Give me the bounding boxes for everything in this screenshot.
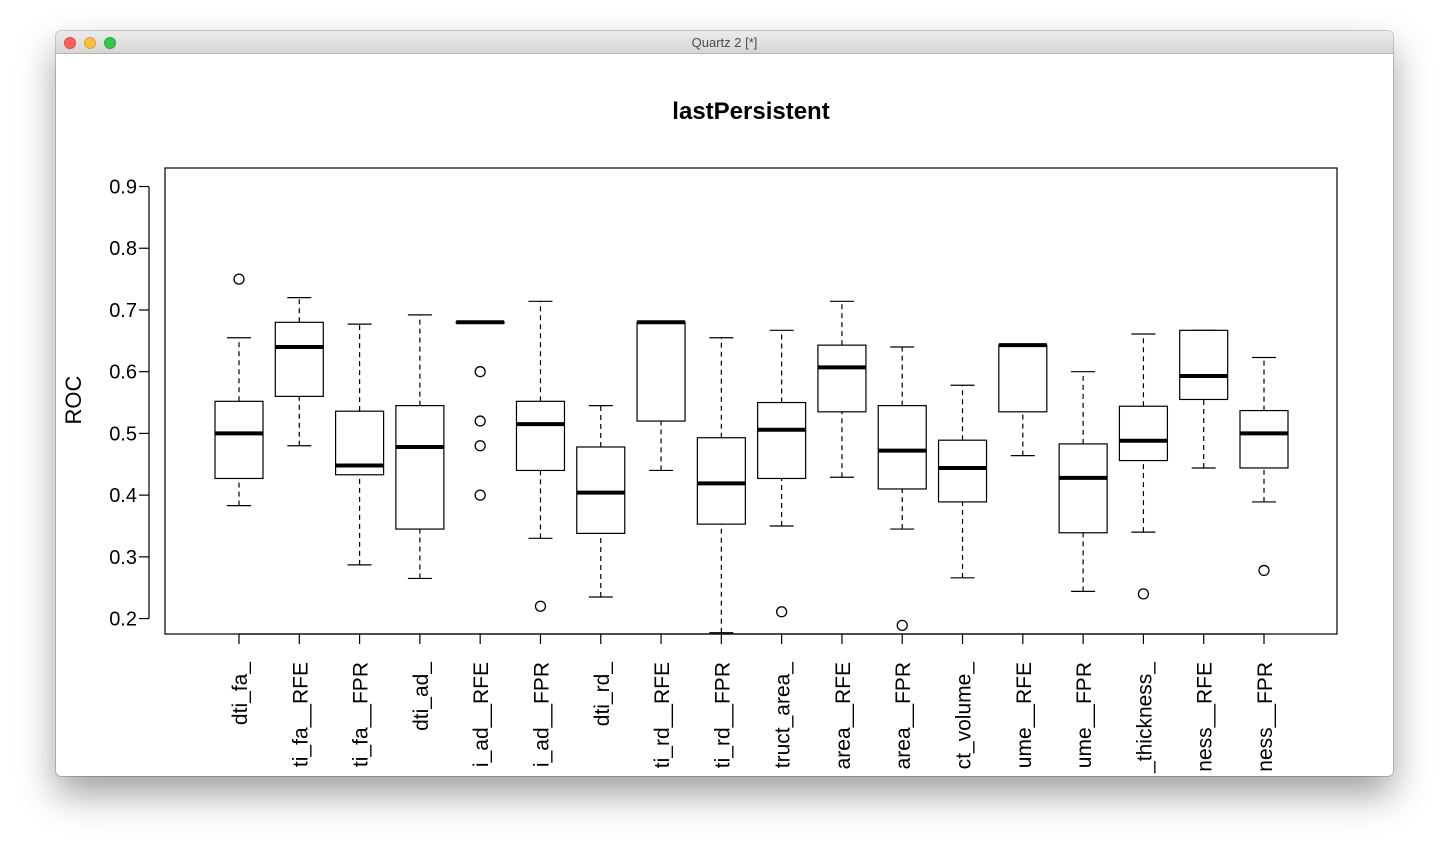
outlier-point — [233, 273, 245, 285]
box-group — [395, 314, 445, 580]
roc-boxplot-chart: lastPersistent ROC 0.2 0.3 0.4 0.5 0.6 0.7 0.8… — [61, 98, 1338, 774]
x-tick-label: _thickness_ — [1133, 662, 1156, 774]
box-group — [334, 323, 385, 566]
iqr-box — [1118, 405, 1169, 462]
x-tick-label: i_ad__FPR — [530, 662, 553, 767]
outlier-point — [1137, 588, 1150, 600]
x-tick-label: ti_fa__RFE — [289, 662, 312, 767]
chart-title: lastPersistent — [672, 98, 829, 125]
iqr-box — [1239, 409, 1289, 469]
y-tick-label: 0.6 — [109, 362, 137, 384]
y-tick-label: 0.7 — [109, 300, 137, 322]
x-tick-label: area__FPR — [892, 662, 915, 769]
iqr-box — [1058, 443, 1108, 534]
y-tick-label: 0.4 — [109, 485, 137, 507]
y-tick-label: 0.3 — [109, 547, 137, 569]
outlier-point — [775, 606, 788, 618]
iqr-box — [937, 439, 988, 503]
iqr-box — [998, 344, 1048, 413]
iqr-box — [757, 401, 807, 480]
outlier-point — [896, 619, 908, 632]
box-group — [937, 384, 988, 579]
x-tick-label: dti_fa_ — [229, 662, 252, 725]
iqr-box — [696, 437, 746, 525]
iqr-box — [214, 400, 264, 480]
x-tick-label: dti_ad_ — [410, 662, 433, 731]
x-tick-label: ume__FPR — [1073, 662, 1096, 768]
outlier-point — [1258, 564, 1270, 577]
y-axis-label: ROC — [61, 375, 86, 424]
box-group — [576, 405, 626, 598]
window-title: Quartz 2 [*] — [691, 35, 758, 50]
outlier-point — [474, 489, 486, 501]
box-group — [877, 346, 927, 632]
box-group — [1239, 356, 1289, 577]
x-tick-label: truct_area_ — [772, 662, 795, 769]
y-tick-label: 0.8 — [109, 238, 137, 260]
outlier-point — [474, 415, 486, 427]
outlier-point — [474, 366, 486, 378]
minimize-window-button[interactable] — [84, 37, 96, 49]
iqr-box — [1179, 329, 1229, 401]
box-group — [696, 337, 746, 634]
iqr-box — [877, 405, 927, 490]
x-tick-label: ct_volume_ — [953, 662, 976, 770]
iqr-box — [515, 400, 566, 472]
x-tick-label: area__RFE — [832, 662, 855, 769]
outlier-point — [534, 600, 547, 612]
y-axis: 0.2 0.3 0.4 0.5 0.6 0.7 0.8 0.9 — [109, 177, 150, 631]
box-group — [455, 320, 505, 501]
boxplot-series — [214, 273, 1289, 634]
x-tick-label: ti_rd__FPR — [711, 662, 734, 768]
box-group — [636, 320, 686, 472]
y-tick-label: 0.2 — [109, 609, 137, 631]
iqr-box — [395, 405, 445, 530]
quartz-window: Quartz 2 [*] lastPersistent ROC 0.2 0.3 0.… — [56, 31, 1393, 776]
x-tick-label: ti_fa__FPR — [350, 662, 373, 767]
box-group — [515, 300, 566, 612]
y-tick-label: 0.9 — [109, 177, 137, 199]
box-group — [1058, 371, 1108, 593]
x-tick-label: ume__RFE — [1013, 662, 1036, 768]
plot-frame — [164, 167, 1338, 635]
x-tick-label: ti_rd__RFE — [651, 662, 674, 768]
box-group — [817, 300, 867, 478]
x-tick-label: ness__FPR — [1254, 662, 1277, 772]
close-window-button[interactable] — [64, 37, 76, 49]
box-group — [1179, 329, 1229, 469]
box-group — [757, 329, 807, 618]
title-bar[interactable]: Quartz 2 [*] — [56, 31, 1393, 54]
x-tick-label: ness__RFE — [1194, 662, 1217, 772]
zoom-window-button[interactable] — [104, 37, 116, 49]
iqr-box — [817, 344, 867, 413]
box-group — [998, 343, 1048, 457]
iqr-box — [636, 321, 686, 422]
x-tick-label: dti_rd_ — [591, 662, 614, 727]
box-group — [274, 297, 324, 447]
x-tick-label: i_ad__RFE — [470, 662, 493, 767]
iqr-box — [576, 446, 626, 534]
outlier-point — [474, 440, 486, 452]
y-tick-label: 0.5 — [109, 423, 137, 445]
box-group — [1118, 333, 1169, 600]
iqr-box — [274, 321, 324, 397]
box-group — [214, 273, 264, 507]
x-axis: dti_fa_ ti_fa__RFE ti_fa__FPR dti_ad_ i_ad__… — [229, 633, 1277, 774]
